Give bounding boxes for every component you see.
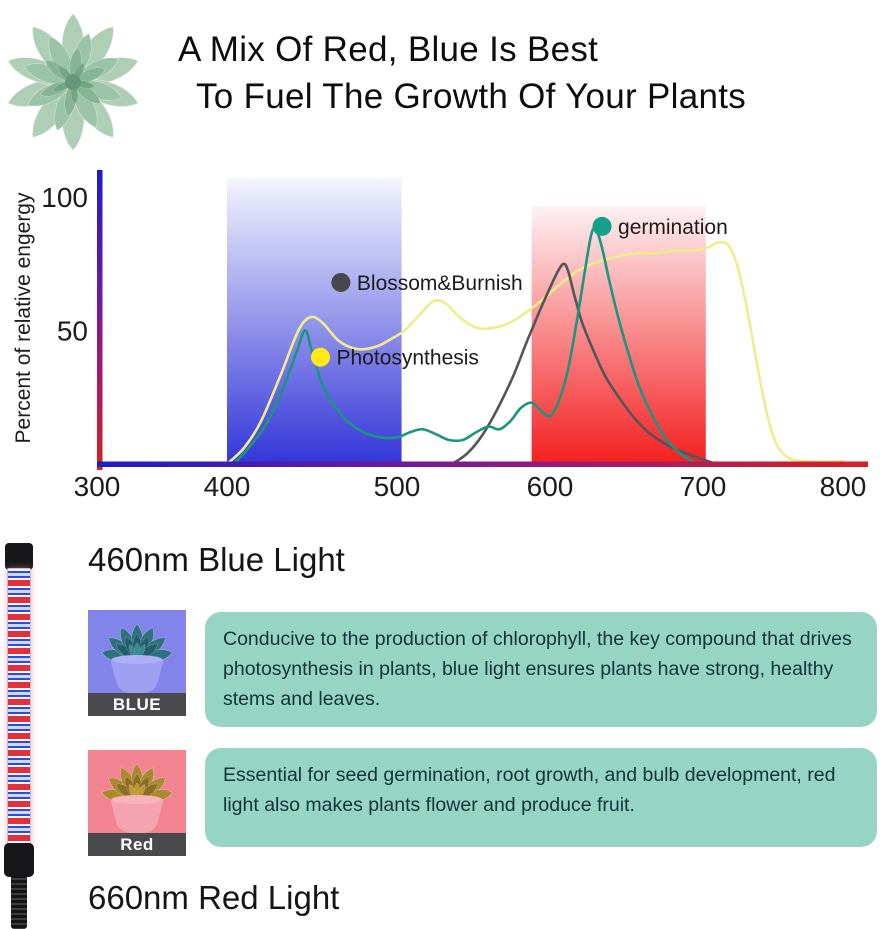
x-tick-400: 400 bbox=[204, 471, 251, 502]
red-light-heading: 660nm Red Light bbox=[88, 879, 340, 916]
led-bar-bottom-cap bbox=[4, 843, 34, 877]
page-title: A Mix Of Red, Blue Is Best To Fuel The G… bbox=[178, 26, 746, 120]
x-tick-800: 800 bbox=[820, 471, 867, 502]
legend-label-Blossom&Burnish: Blossom&Burnish bbox=[357, 272, 523, 295]
x-tick-700: 700 bbox=[680, 471, 727, 502]
red-light-plant-thumbnail: Red bbox=[88, 750, 186, 856]
growth-spectrum-chart: 300 400 500 600 700 800 50 100 Percent of relati… bbox=[12, 170, 868, 502]
curve-Blossom&Burnish bbox=[450, 262, 719, 466]
title-line-1: A Mix Of Red, Blue Is Best bbox=[178, 30, 599, 69]
blue-plant-image bbox=[101, 623, 173, 694]
y-tick-100: 100 bbox=[41, 182, 88, 213]
succulent-center bbox=[65, 74, 81, 90]
blue-pot-rim bbox=[112, 655, 162, 664]
x-axis bbox=[97, 461, 868, 467]
blue-light-band bbox=[227, 178, 402, 464]
blue-light-heading: 460nm Blue Light bbox=[88, 541, 345, 578]
x-tick-500: 500 bbox=[374, 471, 421, 502]
legend-label-Photosynthesis: Photosynthesis bbox=[337, 347, 479, 370]
x-tick-300: 300 bbox=[74, 471, 121, 502]
title-line-2: To Fuel The Growth Of Your Plants bbox=[196, 77, 747, 116]
red-pot-rim bbox=[112, 795, 162, 804]
x-tick-600: 600 bbox=[527, 471, 574, 502]
legend-dot-Blossom&Burnish bbox=[331, 272, 351, 292]
y-axis bbox=[97, 170, 103, 470]
red-pot bbox=[110, 798, 164, 834]
curve-germination bbox=[232, 226, 700, 466]
succulent-photo bbox=[7, 12, 139, 152]
blue-pot bbox=[110, 658, 164, 694]
led-bar-top-cap bbox=[5, 543, 33, 570]
blue-light-description: Conducive to the production of chlorophy… bbox=[205, 612, 877, 727]
red-thumbnail-label: Red bbox=[88, 833, 186, 856]
led-bar-tube bbox=[7, 568, 31, 848]
y-tick-50: 50 bbox=[57, 316, 88, 347]
legend-label-germination: germination bbox=[618, 216, 728, 239]
red-light-description: Essential for seed germination, root gro… bbox=[205, 748, 877, 847]
blue-light-plant-thumbnail: BLUE bbox=[88, 610, 186, 716]
red-plant-image bbox=[101, 763, 173, 834]
y-axis-label: Percent of relative engergy bbox=[12, 192, 35, 443]
legend-dot-Photosynthesis bbox=[311, 347, 330, 367]
blue-thumbnail-label: BLUE bbox=[88, 693, 186, 716]
red-light-band bbox=[531, 206, 706, 464]
led-grow-light-bar bbox=[4, 543, 34, 929]
led-bar-gooseneck bbox=[11, 875, 27, 929]
legend-dot-germination bbox=[592, 216, 612, 236]
